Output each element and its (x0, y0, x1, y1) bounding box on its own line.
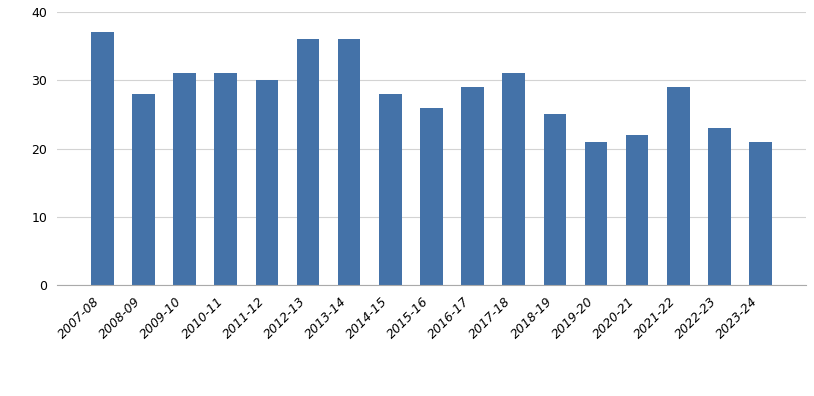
Bar (91, 32, 114, 285)
Bar (749, 142, 772, 285)
Bar (584, 142, 607, 285)
Bar (214, 73, 237, 285)
Bar (626, 135, 649, 285)
Bar (462, 87, 484, 285)
Bar (708, 128, 731, 285)
Bar (338, 39, 361, 285)
Bar (379, 94, 401, 285)
Bar (544, 114, 567, 285)
Bar (502, 73, 525, 285)
Bar (256, 80, 278, 285)
Bar (296, 39, 319, 285)
Bar (173, 73, 196, 285)
Bar (667, 87, 689, 285)
Bar (420, 107, 443, 285)
Bar (132, 94, 155, 285)
